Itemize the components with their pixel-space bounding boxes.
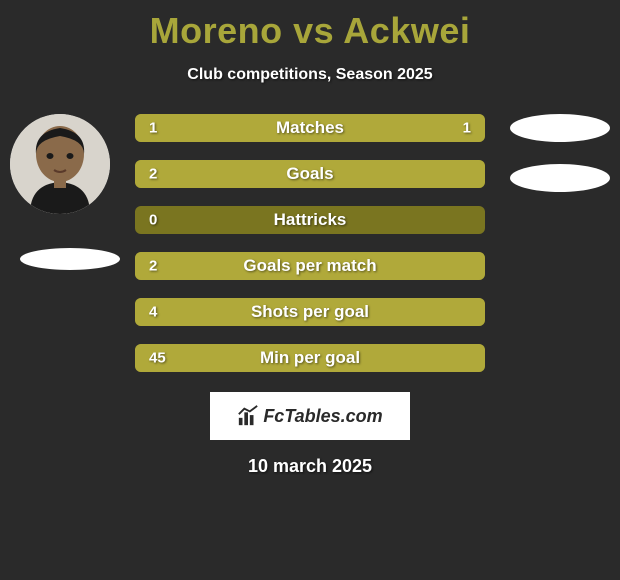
stat-row: 2 Goals	[135, 160, 485, 188]
stat-row: 2 Goals per match	[135, 252, 485, 280]
stat-label: Goals per match	[243, 256, 376, 276]
avatar-right-placeholder	[510, 114, 610, 142]
comparison-content: 1 1 Matches 2 Goals 0 Hattricks 2 Goals per matc…	[0, 114, 620, 477]
stat-value-left: 1	[149, 120, 157, 137]
fctables-logo[interactable]: FcTables.com	[210, 392, 410, 440]
date-text: 10 march 2025	[0, 456, 620, 477]
stat-label: Matches	[276, 118, 344, 138]
player-left-photo-icon	[10, 114, 110, 214]
stat-value-right: 1	[463, 120, 471, 137]
badge-left	[20, 248, 120, 270]
bars-chart-icon	[237, 405, 259, 427]
stat-value-left: 2	[149, 166, 157, 183]
avatar-left	[10, 114, 110, 214]
stat-label: Min per goal	[260, 348, 360, 368]
badge-right	[510, 164, 610, 192]
logo-text: FcTables.com	[263, 406, 382, 427]
stat-row: 45 Min per goal	[135, 344, 485, 372]
subtitle: Club competitions, Season 2025	[0, 66, 620, 84]
stat-value-left: 2	[149, 258, 157, 275]
stat-row: 0 Hattricks	[135, 206, 485, 234]
stat-label: Goals	[286, 164, 333, 184]
stat-value-left: 0	[149, 212, 157, 229]
page-title: Moreno vs Ackwei	[0, 0, 620, 52]
stat-row: 1 1 Matches	[135, 114, 485, 142]
stat-value-left: 45	[149, 350, 166, 367]
stat-value-left: 4	[149, 304, 157, 321]
stat-label: Shots per goal	[251, 302, 369, 322]
stats-bars: 1 1 Matches 2 Goals 0 Hattricks 2 Goals per matc…	[135, 114, 485, 372]
stat-label: Hattricks	[274, 210, 347, 230]
stat-row: 4 Shots per goal	[135, 298, 485, 326]
